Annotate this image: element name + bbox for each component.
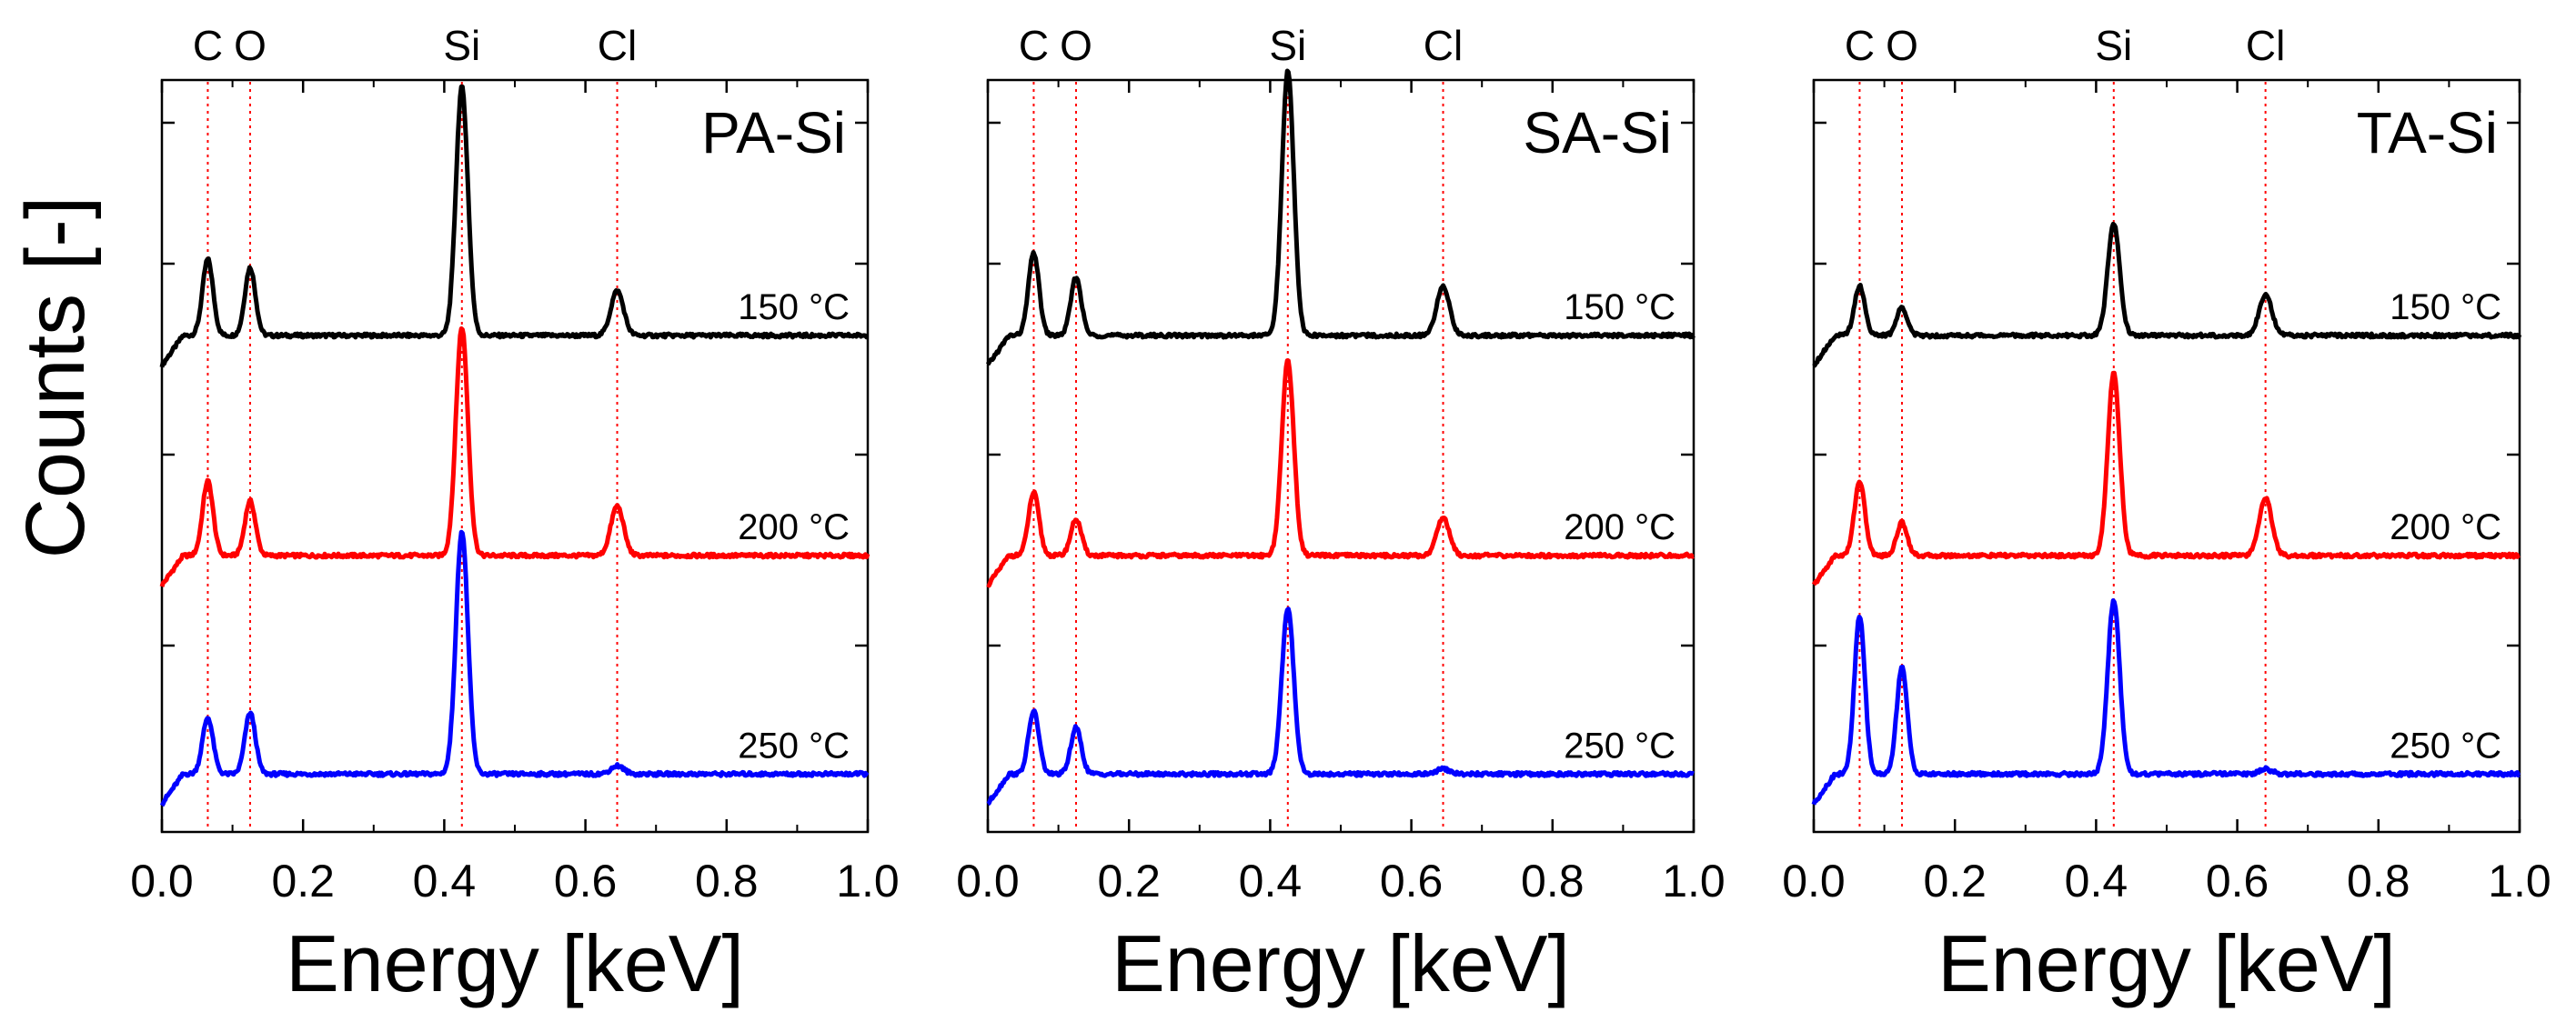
x-tick-label: 0.8: [2347, 856, 2410, 907]
series-label-150: 150 °C: [1564, 287, 1675, 327]
series-label-200: 200 °C: [1564, 507, 1675, 547]
x-tick-label: 0.6: [554, 856, 618, 907]
plot-frame: [160, 78, 870, 834]
x-tick-label: 0.0: [130, 856, 194, 907]
element-label-si: Si: [1269, 22, 1306, 69]
spectrum-line-200: [1811, 370, 2521, 586]
x-tick-label: 0.0: [956, 856, 1020, 907]
spectrum-line-150: [159, 84, 870, 368]
element-label-c: C: [1845, 22, 1875, 69]
x-tick-label: 0.2: [1097, 856, 1161, 907]
element-label-c: C: [1019, 22, 1049, 69]
x-tick-label: 0.6: [1380, 856, 1444, 907]
element-label-o: O: [1060, 22, 1092, 69]
spectrum-line-200: [159, 326, 870, 587]
element-label-o: O: [234, 22, 267, 69]
x-axis-label: Energy [keV]: [1112, 918, 1570, 1008]
element-label-c: C: [193, 22, 223, 69]
x-tick-label: 0.2: [271, 856, 335, 907]
panel-title: PA-Si: [701, 100, 846, 165]
y-axis-label: Counts [-]: [9, 196, 102, 559]
x-tick-label: 0.4: [1239, 856, 1303, 907]
series-label-250: 250 °C: [1564, 726, 1675, 766]
x-tick-label: 0.8: [1521, 856, 1585, 907]
x-tick-label: 0.6: [2206, 856, 2269, 907]
spectrum-line-150: [985, 68, 1696, 366]
panel-sa-si: 0.0 0.2 0.4 0.6 0.8 1.0 Energy [keV] C O Si Cl SA-S…: [956, 22, 1726, 1008]
panel-ta-si: 0.0 0.2 0.4 0.6 0.8 1.0 Energy [keV] C O Si Cl TA-S…: [1782, 22, 2551, 1008]
x-tick-label: 0.0: [1782, 856, 1846, 907]
series-label-250: 250 °C: [738, 726, 850, 766]
spectrum-line-250: [159, 529, 870, 807]
x-axis-label: Energy [keV]: [286, 918, 744, 1008]
x-tick-label: 0.2: [1923, 856, 1987, 907]
element-label-cl: Cl: [598, 22, 637, 69]
x-axis-label: Energy [keV]: [1937, 918, 2396, 1008]
x-tick-label: 0.4: [413, 856, 477, 907]
x-tick-label: 0.4: [2065, 856, 2128, 907]
panel-pa-si: 0.0 0.2 0.4 0.6 0.8 1.0 Energy [keV] C O Si Cl PA-S…: [130, 22, 900, 1008]
plot-frame: [1812, 78, 2521, 834]
element-label-si: Si: [2095, 22, 2132, 69]
spectrum-line-250: [986, 606, 1696, 807]
x-tick-label: 1.0: [836, 856, 900, 907]
plot-frame: [986, 78, 1696, 834]
element-label-si: Si: [443, 22, 480, 69]
panel-title: TA-Si: [2357, 100, 2498, 165]
series-label-150: 150 °C: [738, 287, 850, 327]
series-label-200: 200 °C: [2390, 507, 2501, 547]
spectrum-line-200: [986, 358, 1696, 588]
series-label-150: 150 °C: [2390, 287, 2501, 327]
element-label-o: O: [1886, 22, 1918, 69]
series-label-200: 200 °C: [738, 507, 850, 547]
spectrum-line-250: [1811, 598, 2521, 806]
x-tick-label: 1.0: [2488, 856, 2551, 907]
x-tick-label: 0.8: [695, 856, 759, 907]
panel-title: SA-Si: [1523, 100, 1672, 165]
element-label-cl: Cl: [2246, 22, 2285, 69]
x-tick-label: 1.0: [1662, 856, 1726, 907]
series-label-250: 250 °C: [2390, 726, 2501, 766]
spectrum-line-150: [1812, 221, 2522, 368]
element-label-cl: Cl: [1424, 22, 1463, 69]
